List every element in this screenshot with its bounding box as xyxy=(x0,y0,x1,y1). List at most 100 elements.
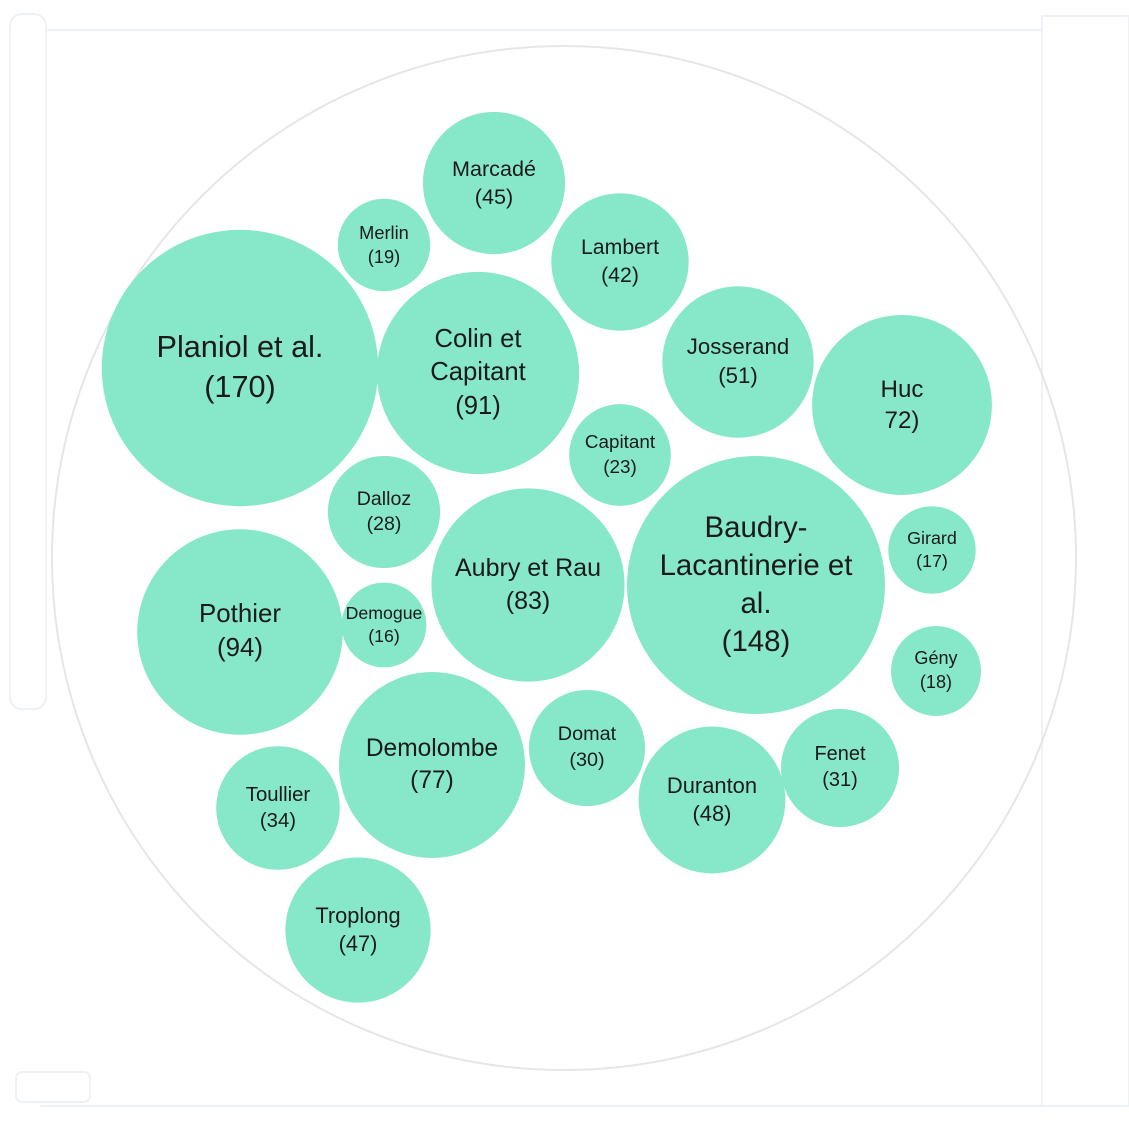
frame xyxy=(1041,15,1129,1107)
name: Josserand xyxy=(686,334,790,360)
bubble-label: Fenet (31) xyxy=(788,709,891,827)
bubble-label: Huc 72) xyxy=(823,315,980,495)
frame xyxy=(9,13,47,710)
bubble xyxy=(431,488,625,682)
value-label: (48) xyxy=(692,800,732,826)
bubble xyxy=(638,726,786,874)
label-text: Baudry-Lacantinerie et al. (148) xyxy=(643,509,869,662)
frame xyxy=(15,1071,91,1103)
label-text: Demolombe (77) xyxy=(366,733,498,797)
value-label: (31) xyxy=(822,768,858,791)
name: Toullier xyxy=(245,783,311,806)
value-label: (19) xyxy=(367,245,401,267)
bubble-label: Aubry et Rau (83) xyxy=(444,488,613,681)
value-label: (94) xyxy=(216,633,263,662)
bubble xyxy=(627,456,885,714)
bubble xyxy=(376,271,580,475)
bubble xyxy=(662,286,814,438)
name: Gény xyxy=(914,648,958,669)
label-text: Dalloz (28) xyxy=(357,487,411,538)
bubble-label: Domat (30) xyxy=(536,690,638,806)
label-text: Capitant (23) xyxy=(585,430,655,479)
label-text: Fenet (31) xyxy=(814,742,865,794)
bubble xyxy=(327,455,441,569)
name: Dalloz xyxy=(356,487,412,510)
bubble-label: Duranton (48) xyxy=(648,727,777,874)
bubble-label: Capitant (23) xyxy=(576,404,665,506)
bubble xyxy=(551,193,689,331)
value-label: (148) xyxy=(721,625,791,659)
bubble-label: Lambert (42) xyxy=(560,193,680,330)
name: Merlin xyxy=(359,222,409,244)
value-label: (42) xyxy=(601,262,639,287)
bubble-label: Gény (18) xyxy=(897,626,976,716)
bubble xyxy=(216,746,340,870)
bubble xyxy=(285,857,431,1003)
label-text: Duranton (48) xyxy=(667,772,757,829)
value-label: (47) xyxy=(338,930,378,956)
bubble xyxy=(422,111,566,255)
value-label: (23) xyxy=(603,455,637,477)
value-label: (51) xyxy=(718,362,758,388)
name: Capitant xyxy=(584,431,656,453)
bubble-label: Dalloz (28) xyxy=(335,456,433,568)
name: Demolombe xyxy=(365,735,499,763)
name: Fenet xyxy=(814,743,866,766)
value-label: (91) xyxy=(455,391,501,420)
bubble-label: Marcadé (45) xyxy=(432,112,556,254)
label-text: Domat (30) xyxy=(558,722,616,774)
bubble-label: Josserand (51) xyxy=(672,286,804,437)
value-label: (30) xyxy=(569,748,605,771)
bubble-label: Toullier (34) xyxy=(224,746,332,870)
bubble xyxy=(780,708,900,828)
bubble-label: Girard (17) xyxy=(894,506,970,593)
bubble xyxy=(528,689,646,807)
label-text: Gény (18) xyxy=(914,647,957,694)
value-label: (17) xyxy=(916,550,948,571)
label-text: Toullier (34) xyxy=(246,782,310,835)
label-text: Colin et Capitant (91) xyxy=(390,323,567,423)
label-text: Planiol et al. (170) xyxy=(157,328,324,408)
name: Domat xyxy=(557,723,617,746)
name: Aubry et Rau xyxy=(454,554,601,583)
value-label: (18) xyxy=(919,671,953,692)
bubble xyxy=(888,506,976,594)
bubble xyxy=(341,582,427,668)
value-label: (170) xyxy=(204,369,276,404)
value-label: (28) xyxy=(366,512,402,535)
name: Huc xyxy=(880,375,924,403)
bubble-label: Colin et Capitant (91) xyxy=(390,272,567,474)
label-text: Josserand (51) xyxy=(687,333,789,391)
label-text: Huc 72) xyxy=(881,374,924,437)
value-label: (34) xyxy=(259,809,297,832)
name: Marcadé xyxy=(452,155,536,181)
value-label: 72) xyxy=(884,406,920,434)
label-text: Lambert (42) xyxy=(581,234,659,289)
label-text: Demogue (16) xyxy=(346,602,423,648)
value-label: (16) xyxy=(368,625,400,646)
label-text: Pothier (94) xyxy=(199,598,281,665)
bubble xyxy=(338,671,526,859)
name: Baudry-Lacantinerie et al. xyxy=(659,510,853,620)
outer-circle xyxy=(51,45,1077,1071)
bubble-label: Planiol et al. (170) xyxy=(119,230,361,506)
bubble xyxy=(137,529,343,735)
name: Pothier xyxy=(199,600,281,629)
name: Duranton xyxy=(666,772,758,798)
label-text: Troplong (47) xyxy=(315,902,400,959)
name: Planiol et al. xyxy=(156,330,324,365)
bubble xyxy=(569,404,671,506)
value-label: (83) xyxy=(505,586,551,615)
name: Lambert xyxy=(580,235,659,260)
bubble-label: Demolombe (77) xyxy=(351,672,514,858)
bubble-label: Merlin (19) xyxy=(344,199,425,291)
label-text: Merlin (19) xyxy=(359,221,409,268)
label-text: Girard (17) xyxy=(907,527,957,574)
bubble xyxy=(891,626,981,716)
value-label: (77) xyxy=(410,766,454,794)
bubble-label: Demogue (16) xyxy=(346,583,423,668)
bubble xyxy=(337,198,431,292)
name: Girard xyxy=(907,527,957,548)
